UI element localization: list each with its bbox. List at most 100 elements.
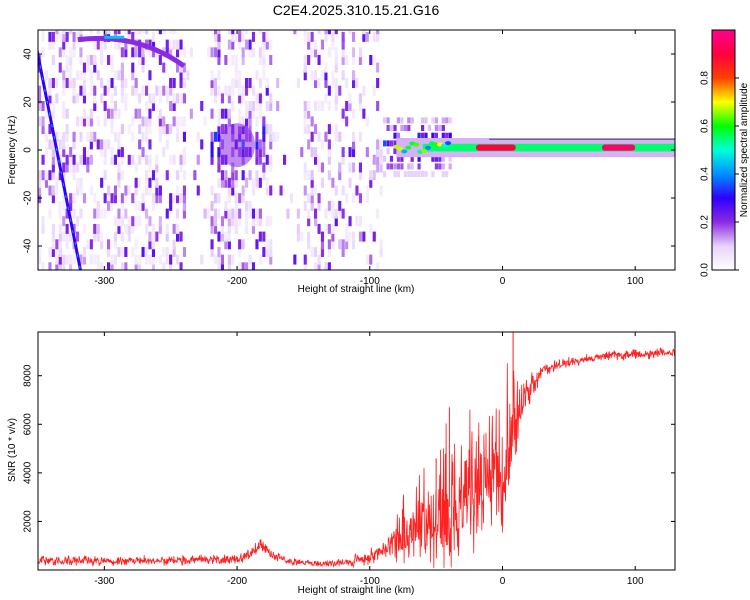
spectrogram-cell xyxy=(107,200,111,211)
spectrogram-cell xyxy=(151,239,156,250)
spectrogram-cell xyxy=(327,147,331,158)
spectrogram-cell xyxy=(138,216,142,227)
spectrogram-cell xyxy=(217,193,221,204)
spectrogram-cell xyxy=(265,78,269,88)
spectrogram-cell xyxy=(79,116,83,127)
spectrogram-cell xyxy=(134,47,138,58)
spectrogram-cell xyxy=(62,39,66,50)
spectrogram-cell xyxy=(331,200,335,211)
spectrogram-cell xyxy=(227,208,231,219)
spectrogram-cell xyxy=(214,47,218,58)
spectrogram-cell xyxy=(358,55,363,65)
spectrogram-cell xyxy=(107,78,111,88)
spectrogram-cell xyxy=(231,78,235,88)
spectrogram-cell xyxy=(110,93,114,104)
spectrogram-cell xyxy=(214,216,218,227)
spectrogram-cell xyxy=(245,216,249,227)
spectrogram-cell xyxy=(217,162,221,173)
spectrogram-cell xyxy=(172,93,176,104)
spectrogram-cell xyxy=(283,154,287,165)
spectrogram-cell xyxy=(358,170,363,181)
spectrogram-cell xyxy=(300,231,304,242)
spectrogram-cell xyxy=(231,101,235,111)
spectrogram-cell xyxy=(234,70,238,81)
spectrogram-cell xyxy=(162,30,166,35)
spectrogram-cell xyxy=(182,193,187,204)
spectrogram-cell xyxy=(431,117,435,124)
spectrogram-cell xyxy=(89,139,93,150)
spectrogram-cell xyxy=(238,216,242,227)
spectrogram-cell xyxy=(393,132,397,139)
spectrogram-cell xyxy=(272,131,276,142)
spectrogram-cell xyxy=(431,171,435,178)
spectrogram-cell xyxy=(234,55,238,65)
spectrogram-cell xyxy=(62,31,66,42)
spectrogram-cell xyxy=(238,193,242,204)
spectrogram-cell xyxy=(89,85,93,96)
spectrogram-cell xyxy=(317,193,321,204)
spectrogram-cell xyxy=(376,30,380,35)
snr-x-ticks: -300 -200 -100 0 100 xyxy=(94,332,644,587)
spectrogram-cell xyxy=(58,47,62,58)
spectrogram-cell xyxy=(62,231,66,242)
spectrogram-cell xyxy=(51,185,55,196)
spectrogram-cell xyxy=(245,223,249,234)
spectrogram-cell xyxy=(82,62,87,73)
spectrogram-cell xyxy=(151,223,156,234)
spectrogram-cell xyxy=(362,108,366,119)
spectrogram-cell xyxy=(224,200,228,211)
spectrogram-cell xyxy=(110,62,114,73)
spectrogram-cell xyxy=(341,154,345,165)
spectrogram-cell xyxy=(158,85,162,96)
spectrogram-cell xyxy=(217,47,221,58)
spectrogram-cell xyxy=(117,70,121,81)
spectrogram-cell xyxy=(55,30,59,35)
spectrogram-cell xyxy=(138,154,142,165)
spectrogram-cell xyxy=(245,208,249,219)
y-tick-label: 2000 xyxy=(23,510,34,533)
spectrogram-cell xyxy=(358,231,363,242)
spectrogram-cell xyxy=(424,171,428,178)
spectrogram-cell xyxy=(41,170,45,181)
spectrogram-cell xyxy=(269,216,273,227)
spectrogram-cell xyxy=(100,47,104,58)
spectrogram-cell xyxy=(117,223,121,234)
spectrogram-cell xyxy=(248,108,252,119)
spectrogram-cell xyxy=(317,200,321,211)
spectrogram-cell xyxy=(138,108,142,119)
spectrogram-cell xyxy=(145,170,149,181)
spectrogram-cell xyxy=(231,177,235,188)
spectrogram-cell xyxy=(172,78,176,88)
spectrogram-cell xyxy=(82,193,87,204)
spectrogram-cell xyxy=(82,85,87,96)
descending-streak-core xyxy=(38,52,81,270)
spectrogram-cell xyxy=(317,262,321,270)
spectrogram-cell xyxy=(310,47,314,58)
spectrogram-cell xyxy=(362,85,366,96)
spectrogram-cell xyxy=(117,147,121,158)
spectrogram-cell xyxy=(227,223,231,234)
spectrogram-cell xyxy=(265,154,269,165)
spectrogram-cell xyxy=(138,124,142,135)
spectrogram-cell xyxy=(276,101,280,111)
spectrogram-cell xyxy=(134,200,138,211)
spectrogram-cell xyxy=(148,239,152,250)
spectrogram-cell xyxy=(148,177,152,188)
spectrogram-cell xyxy=(148,70,152,81)
spectrogram-cell xyxy=(155,85,159,96)
spectrogram-cell xyxy=(193,170,197,181)
spectrogram-cell xyxy=(262,170,266,181)
spectrogram-cell xyxy=(158,124,162,135)
spectrogram-cell xyxy=(113,193,118,204)
spectrogram-cell xyxy=(217,108,221,119)
spectrogram-cell xyxy=(120,200,124,211)
spectrogram-cell xyxy=(358,101,363,111)
x-tick-label: -100 xyxy=(360,276,380,287)
spectrogram-cell xyxy=(124,193,128,204)
carrier-blob xyxy=(421,149,428,154)
spectrogram-cell xyxy=(258,139,262,150)
spectrogram-cell xyxy=(231,39,235,50)
spectrogram-cell xyxy=(376,78,380,88)
spectrogram-cell xyxy=(41,30,45,35)
spectrogram-cell xyxy=(269,101,273,111)
